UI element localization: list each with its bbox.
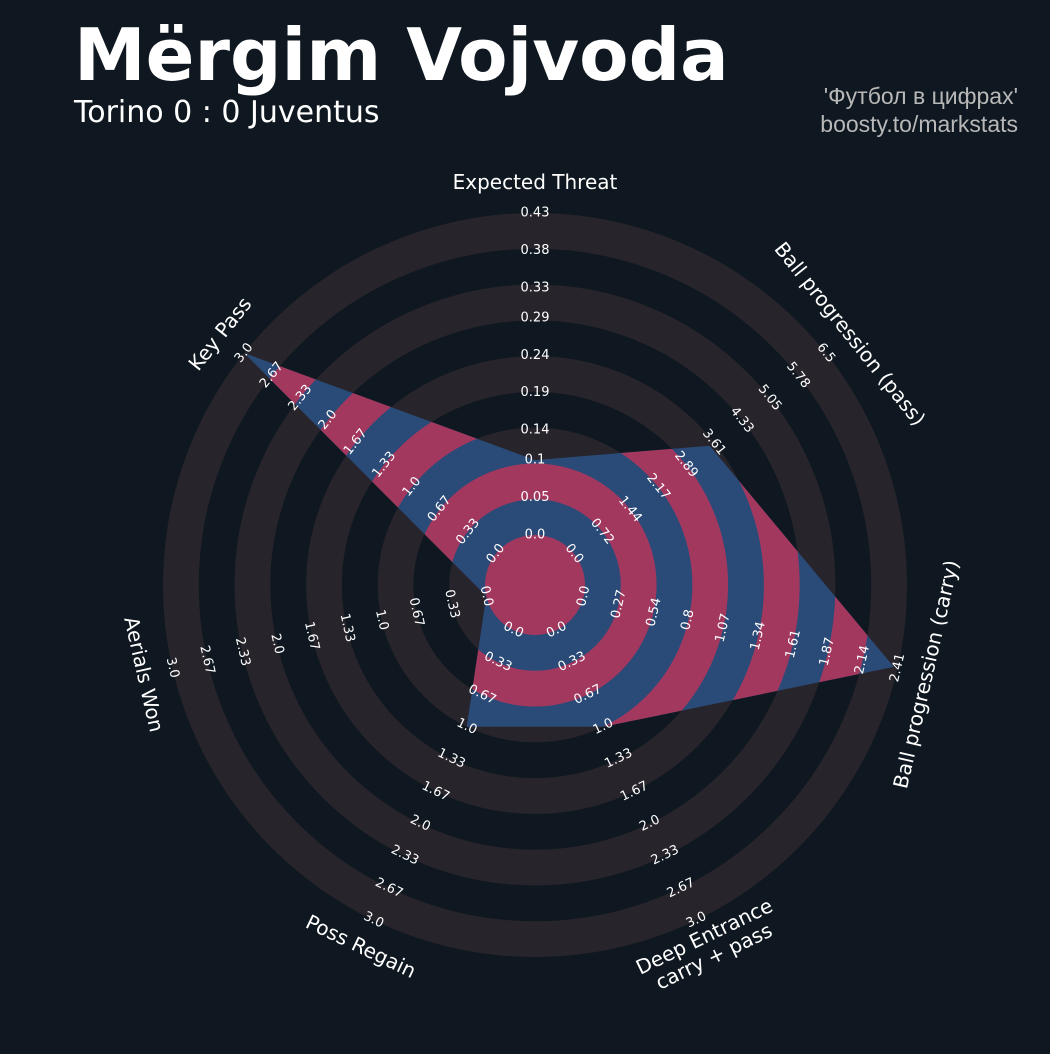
tick-label: 0.29 [521,310,550,325]
tick-label: 0.0 [477,584,496,608]
tick-label: 0.33 [441,588,462,620]
param-label-line: Expected Threat [453,170,618,194]
tick-label: 0.54 [644,596,665,628]
center-circle-highlight [485,535,585,635]
tick-label: 0.1 [525,453,546,468]
tick-label: 0.0 [525,528,546,543]
tick-label: 0.24 [521,348,550,363]
tick-label: 1.87 [817,636,838,668]
tick-label: 1.07 [713,612,734,644]
tick-label: 1.33 [337,612,358,644]
tick-label: 0.14 [521,423,550,438]
tick-label: 1.61 [783,628,804,660]
tick-label: 0.05 [521,490,550,505]
tick-label: 1.0 [372,608,391,632]
tick-label: 0.38 [521,243,550,258]
tick-label: 0.43 [521,206,550,221]
tick-label: 2.41 [887,652,908,684]
tick-label: 2.67 [196,644,217,676]
tick-label: 1.67 [301,620,322,652]
tick-label: 2.14 [852,644,873,676]
tick-label: 0.33 [521,280,550,295]
radar-ring [198,248,872,922]
chart-title: Mërgim Vojvoda [74,13,729,97]
tick-label: 0.27 [608,588,629,620]
credit: boosty.to/markstats [820,111,1018,137]
tick-label: 0.0 [574,584,593,608]
tick-label: 0.19 [521,385,550,400]
tick-label: 3.0 [163,656,182,680]
tick-label: 2.0 [267,632,286,656]
tick-label: 0.67 [406,596,427,628]
param-label: Expected Threat [453,170,618,194]
tick-label: 2.33 [232,636,253,668]
chart-subtitle: Torino 0 : 0 Juventus [73,95,380,130]
tick-label: 1.34 [748,620,769,652]
credit: 'Футбол в цифрах' [824,83,1018,109]
tick-label: 0.8 [678,608,697,632]
